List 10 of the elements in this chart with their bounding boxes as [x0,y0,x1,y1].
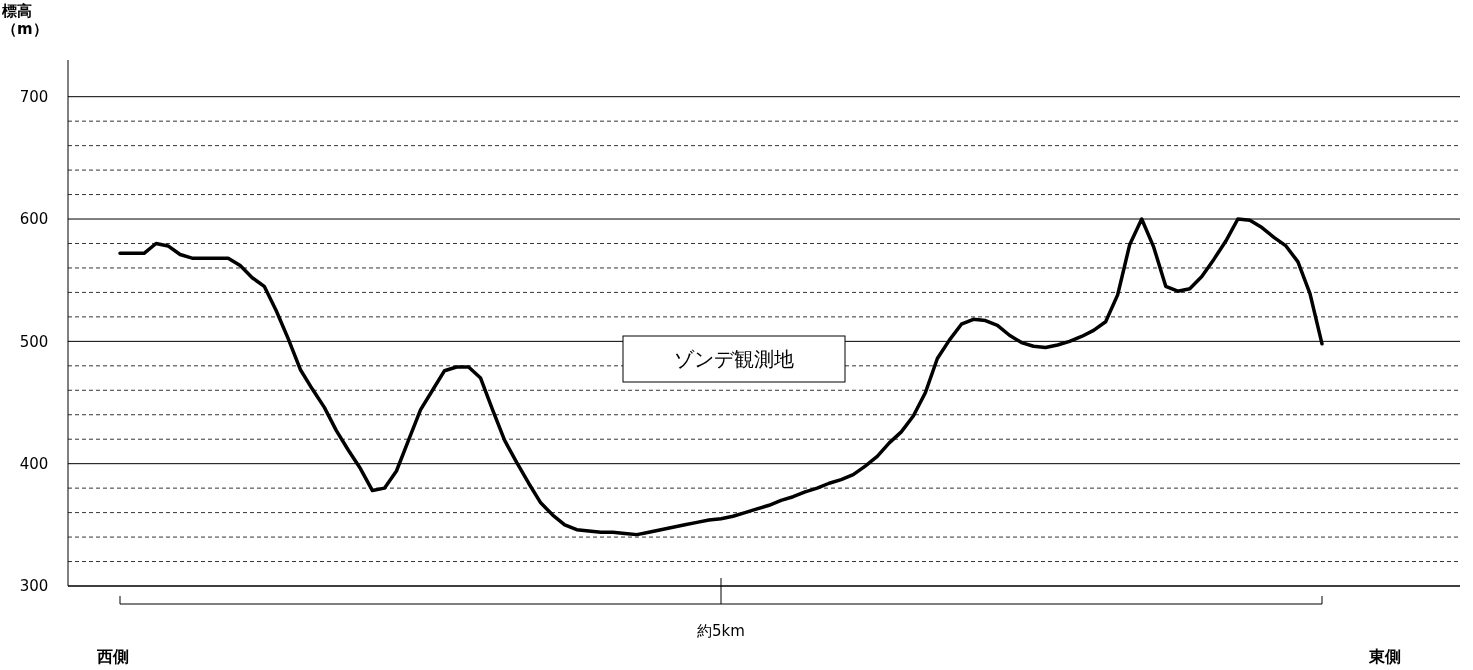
y-tick-label: 700 [19,87,49,106]
y-tick-label: 300 [19,577,49,596]
y-tick-label: 600 [19,210,49,229]
y-tick-label: 400 [19,454,49,473]
text: 西側 [96,647,129,666]
x-axis-title: 約5km [697,622,745,640]
y-axis-title: 標高（m） [2,2,48,38]
text: 東側 [1368,647,1401,666]
annotation: ゾンデ観測地 [674,348,794,370]
y-tick-label: 500 [19,332,49,351]
